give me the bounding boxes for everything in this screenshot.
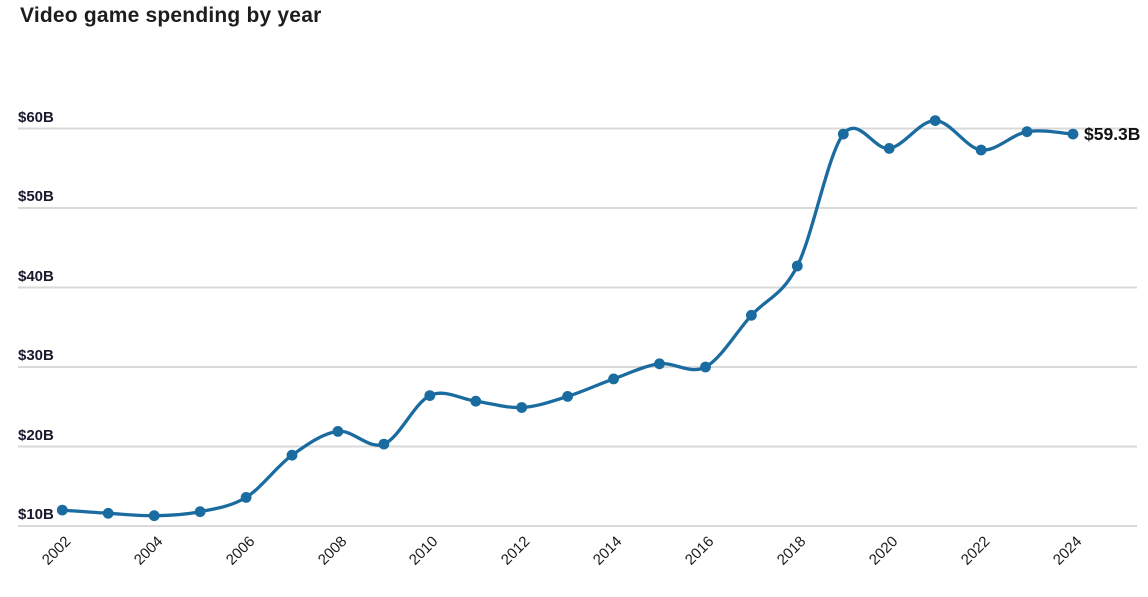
data-point-2005 [194,506,206,518]
data-point-2014 [608,373,619,385]
data-point-2018 [791,260,803,272]
data-point-2020 [883,143,895,154]
y-axis-tick-label: $40B [18,267,54,285]
y-axis-tick-label: $30B [18,347,54,364]
data-point-2007 [286,449,298,461]
y-axis-tick-label: $20B [18,426,54,444]
data-point-2010 [424,390,436,401]
data-point-2002 [56,504,68,516]
data-point-2008 [332,426,344,437]
data-point-2011 [470,395,482,407]
data-point-2003 [102,507,114,519]
data-point-2017 [746,309,757,321]
data-point-2016 [700,361,711,373]
data-point-2006 [240,492,252,503]
data-point-2004 [148,510,160,522]
y-axis-tick-label: $60B [18,108,54,126]
data-point-2015 [654,358,665,370]
data-point-2009 [378,438,390,450]
data-point-2021 [929,115,941,126]
data-point-2013 [562,391,573,402]
end-value-annotation: $59.3B [1084,124,1141,144]
spending-line-series [60,118,1075,518]
data-point-2022 [975,144,987,156]
data-point-2024 [1067,128,1079,140]
y-axis-tick-label: $50B [18,188,54,205]
data-point-2012 [516,402,528,413]
chart-title: Video game spending by year [20,4,322,27]
data-point-2023 [1021,126,1033,138]
y-axis-tick-label: $10B [18,506,54,523]
data-point-2019 [837,128,849,140]
